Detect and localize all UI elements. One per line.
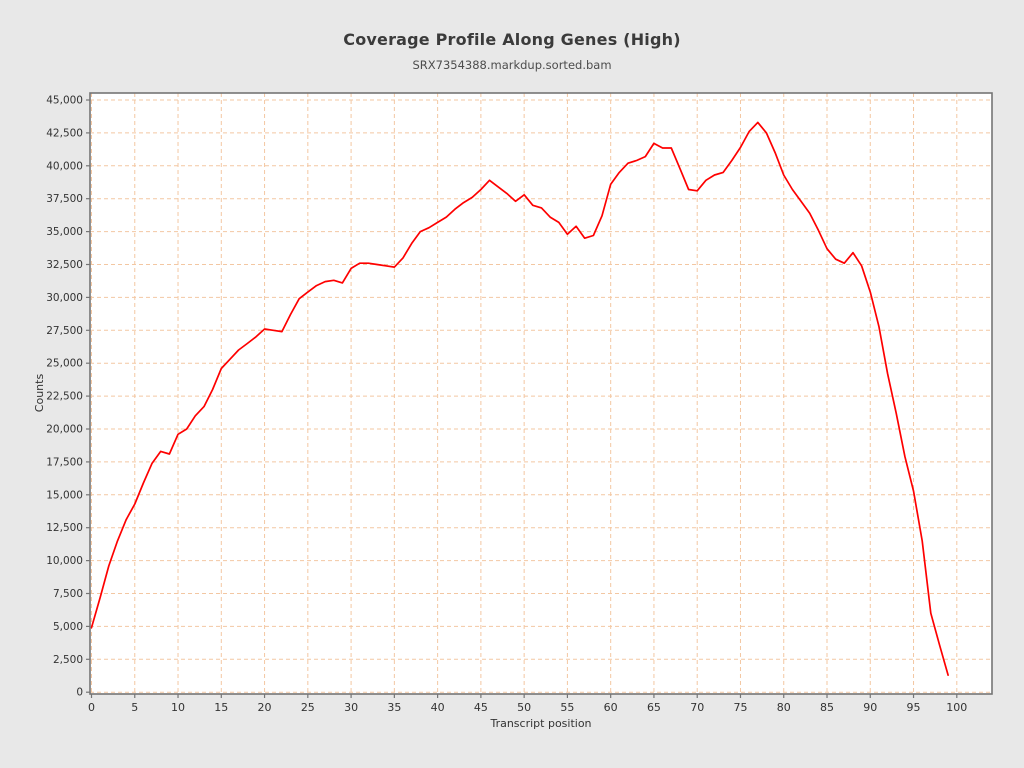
x-tick-label: 90 bbox=[863, 701, 877, 714]
y-tick-label: 22,500 bbox=[46, 391, 83, 403]
coverage-line bbox=[90, 121, 949, 676]
chart-title: Coverage Profile Along Genes (High) bbox=[343, 30, 681, 49]
x-tick-label: 30 bbox=[344, 701, 358, 714]
x-tick-label: 15 bbox=[214, 701, 228, 714]
x-tick-label: 45 bbox=[474, 701, 488, 714]
y-tick-label: 15,000 bbox=[46, 489, 83, 501]
x-tick-label: 25 bbox=[301, 701, 315, 714]
y-tick-label: 40,000 bbox=[46, 160, 83, 172]
y-tick-label: 32,500 bbox=[46, 259, 83, 271]
y-tick-label: 45,000 bbox=[46, 95, 83, 107]
y-tick-label: 12,500 bbox=[46, 522, 83, 534]
x-tick-label: 0 bbox=[88, 701, 95, 714]
y-tick-label: 2,500 bbox=[53, 654, 83, 666]
x-tick-label: 70 bbox=[690, 701, 704, 714]
plot-border bbox=[89, 92, 993, 695]
x-tick-label: 55 bbox=[560, 701, 574, 714]
y-tick-label: 30,000 bbox=[46, 292, 83, 304]
y-tick-label: 42,500 bbox=[46, 127, 83, 139]
y-tick-label: 37,500 bbox=[46, 193, 83, 205]
x-tick-label: 50 bbox=[517, 701, 531, 714]
x-tick-label: 20 bbox=[258, 701, 272, 714]
y-tick-label: 25,000 bbox=[46, 358, 83, 370]
x-tick-label: 40 bbox=[431, 701, 445, 714]
x-axis-title: Transcript position bbox=[490, 717, 592, 730]
y-tick-label: 7,500 bbox=[53, 588, 83, 600]
plot-area bbox=[90, 93, 992, 694]
x-tick-label: 60 bbox=[604, 701, 618, 714]
x-tick-label: 65 bbox=[647, 701, 661, 714]
y-tick-label: 17,500 bbox=[46, 456, 83, 468]
x-tick-label: 95 bbox=[907, 701, 921, 714]
x-tick-label: 100 bbox=[946, 701, 967, 714]
y-tick-label: 5,000 bbox=[53, 621, 83, 633]
y-tick-label: 35,000 bbox=[46, 226, 83, 238]
x-tick-label: 35 bbox=[387, 701, 401, 714]
y-tick-label: 0 bbox=[76, 687, 83, 699]
y-tick-label: 27,500 bbox=[46, 325, 83, 337]
x-tick-label: 85 bbox=[820, 701, 834, 714]
y-tick-label: 10,000 bbox=[46, 555, 83, 567]
x-tick-label: 75 bbox=[733, 701, 747, 714]
x-tick-label: 5 bbox=[131, 701, 138, 714]
y-tick-label: 20,000 bbox=[46, 424, 83, 436]
y-axis-title: Counts bbox=[33, 373, 46, 413]
chart-subtitle: SRX7354388.markdup.sorted.bam bbox=[412, 58, 612, 72]
x-tick-label: 10 bbox=[171, 701, 185, 714]
x-tick-label: 80 bbox=[777, 701, 791, 714]
